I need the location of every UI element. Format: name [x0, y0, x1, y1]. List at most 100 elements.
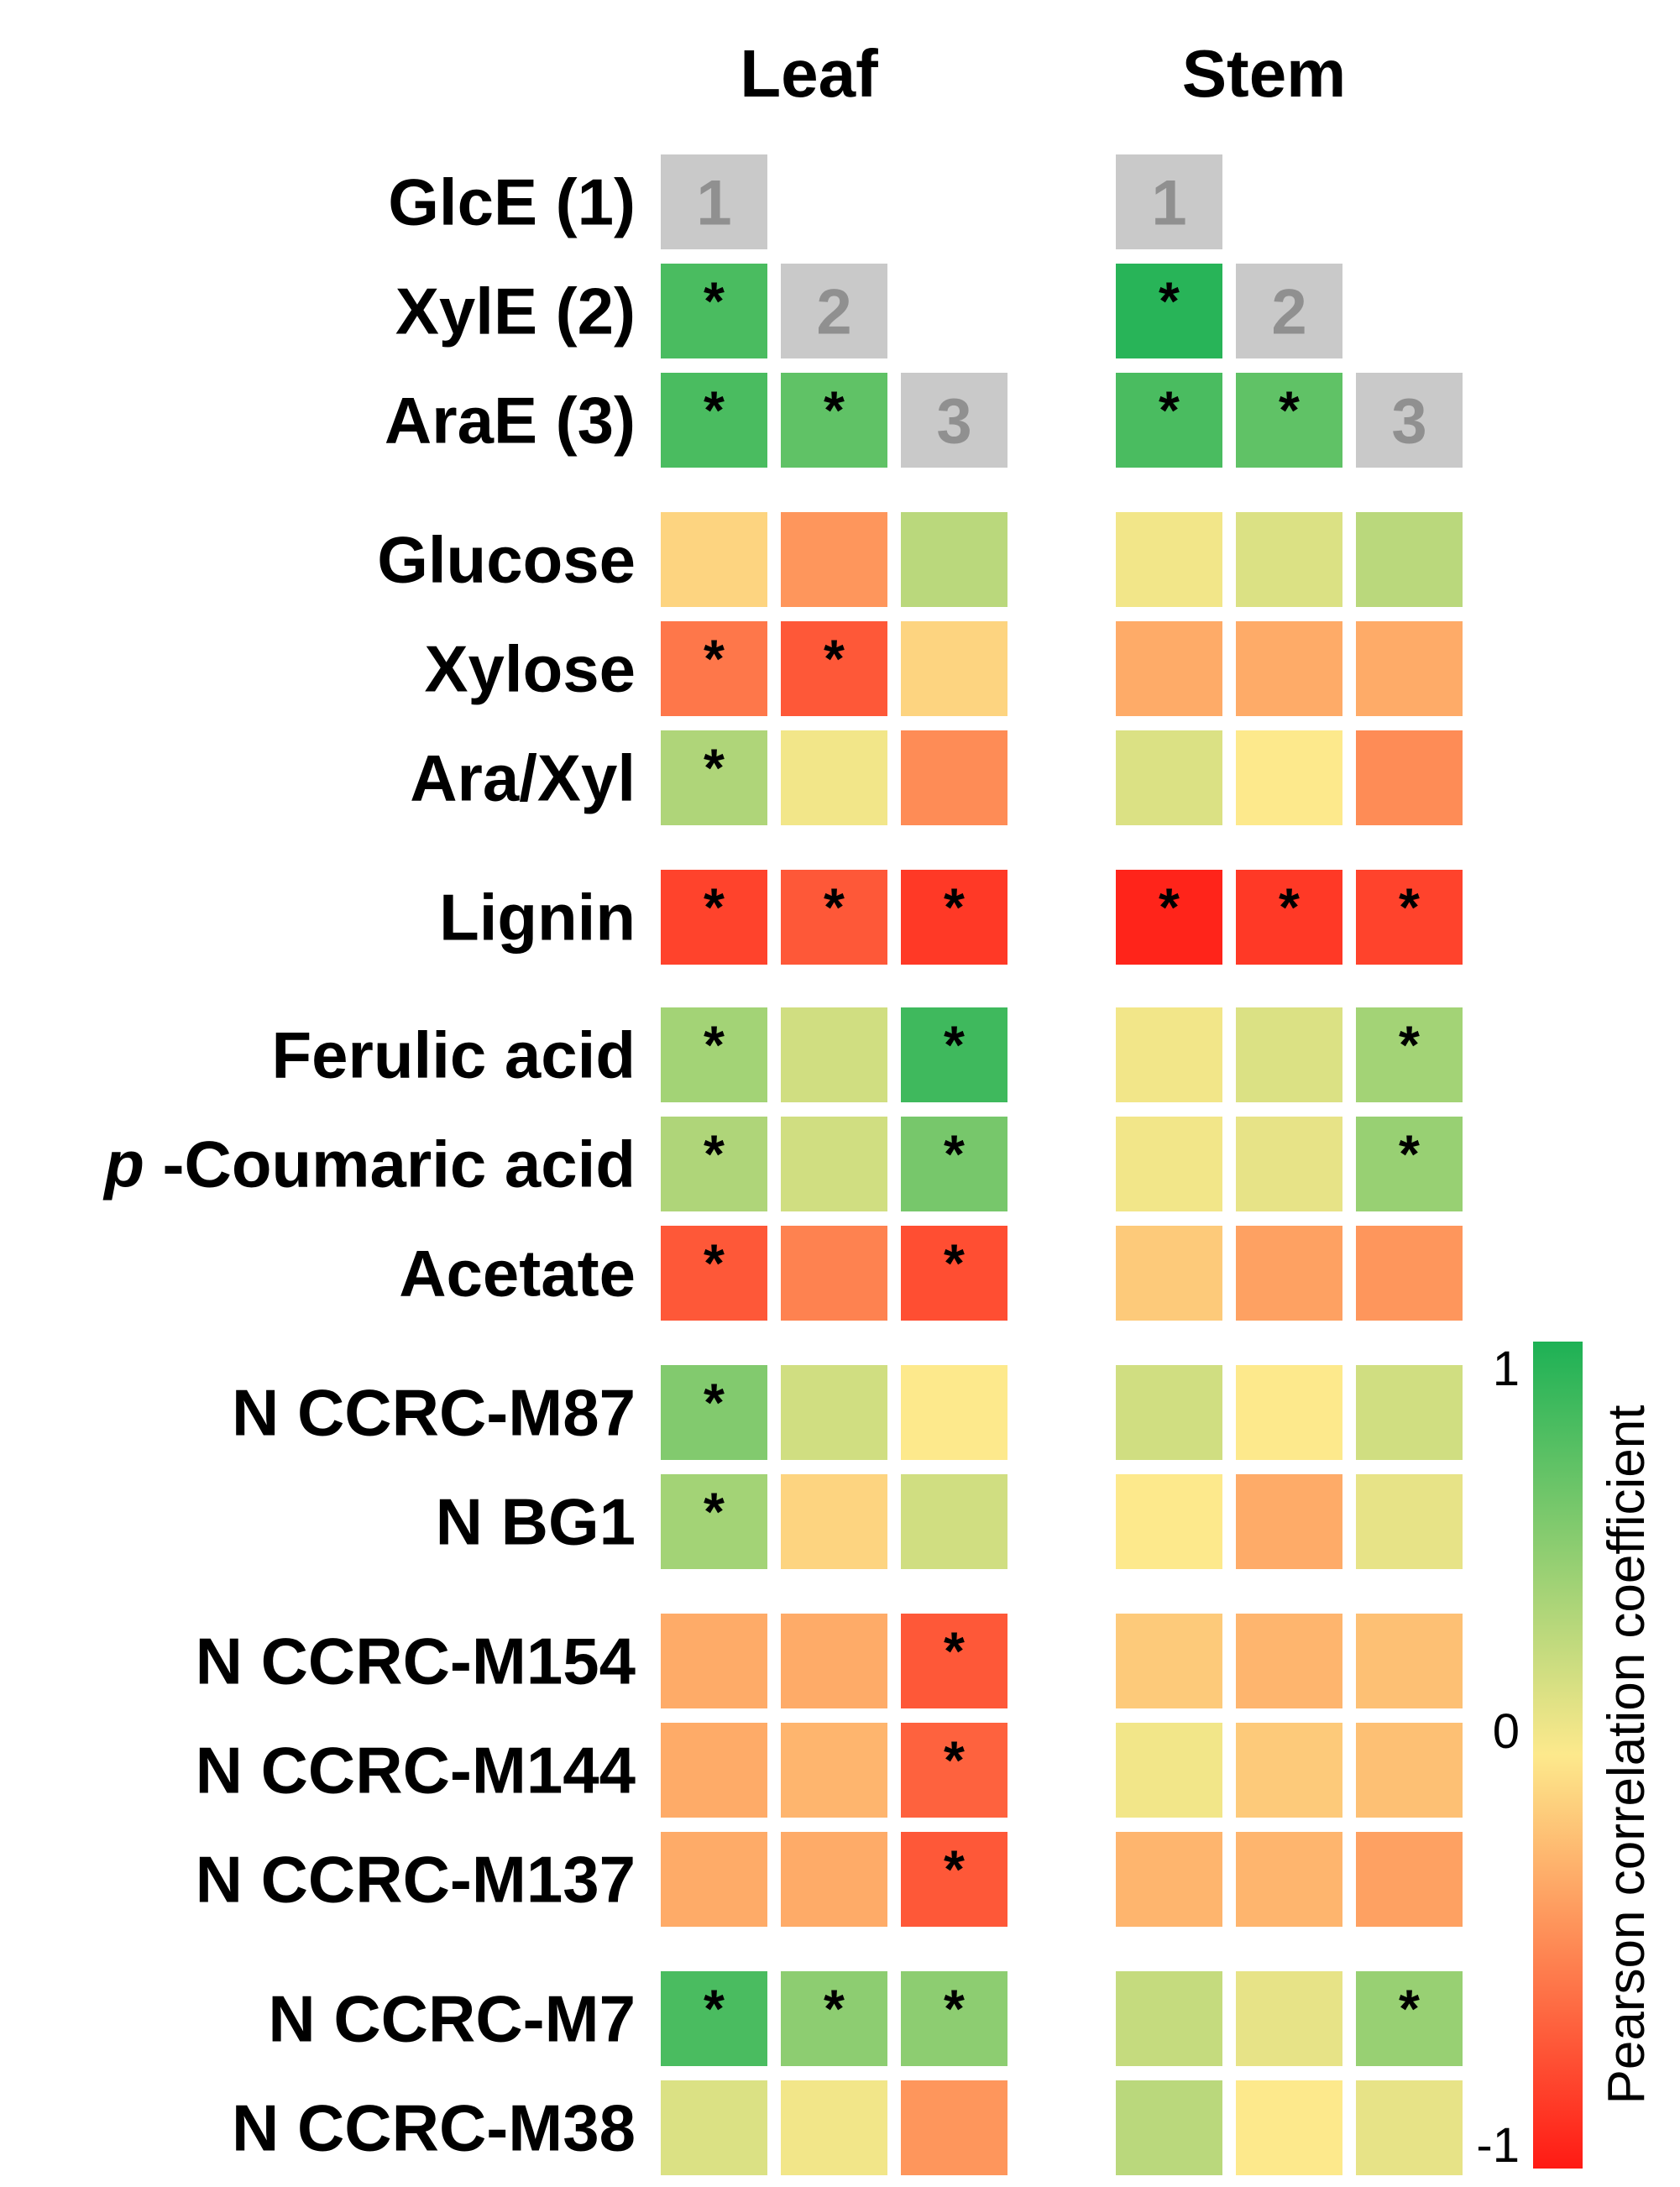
panel-title-leaf: Leaf [740, 36, 878, 111]
heatmap-cell-stem [1116, 1614, 1222, 1708]
heatmap-cell-leaf [901, 512, 1007, 607]
colorbar-tick-max: 1 [1493, 1342, 1520, 1396]
colorbar-title: Pearson correlation coefficient [1598, 1405, 1656, 2105]
heatmap-cell-stem [1236, 1117, 1342, 1211]
colorbar-tick-min: -1 [1476, 2118, 1520, 2173]
diagonal-label: 3 [936, 386, 971, 458]
row-label: N CCRC-M137 [196, 1843, 636, 1917]
heatmap-cell-stem [1116, 2080, 1222, 2175]
significance-marker: * [704, 1979, 725, 2039]
colorbar: 1 0 -1 Pearson correlation coefficient [1476, 1342, 1656, 2173]
heatmap-cell-leaf [901, 1007, 1007, 1102]
heatmap-cell-leaf [901, 870, 1007, 965]
significance-marker: * [1399, 1979, 1420, 2039]
heatmap-cell-leaf [661, 1007, 767, 1102]
significance-marker: * [704, 1482, 725, 1542]
heatmap-cell-stem [1116, 621, 1222, 716]
heatmap-cell-stem [1356, 1007, 1463, 1102]
heatmap-cell-leaf [661, 2080, 767, 2175]
heatmap-cell-leaf [901, 1365, 1007, 1460]
significance-marker: * [944, 1979, 965, 2039]
significance-marker: * [824, 380, 845, 441]
heatmap-cell-leaf [781, 1614, 887, 1708]
heatmap-cell-leaf [781, 1117, 887, 1211]
heatmap-cell-stem [1236, 1971, 1342, 2066]
diagonal-cell [901, 373, 1007, 468]
heatmap-cell-stem [1356, 1365, 1463, 1460]
significance-marker: * [944, 1839, 965, 1900]
heatmap-cell-stem [1116, 1117, 1222, 1211]
row-labels: GlcE (1) XylE (2) AraE (3) Glucose Xylose Ara… [102, 165, 636, 2165]
heatmap-cell-stem [1116, 1474, 1222, 1569]
significance-marker: * [824, 1979, 845, 2039]
heatmap-cell-stem [1116, 1723, 1222, 1818]
heatmap-cell-leaf [661, 512, 767, 607]
heatmap-cell-leaf [661, 1117, 767, 1211]
heatmap-cell-stem [1236, 1474, 1342, 1569]
heatmap-cell-leaf [781, 1474, 887, 1569]
significance-marker: * [1159, 271, 1180, 332]
diagonal-label: 1 [1151, 168, 1186, 239]
heatmap-cell-leaf [661, 373, 767, 468]
heatmap-cell-leaf [661, 730, 767, 825]
row-label-prefix: p [102, 1128, 162, 1201]
heatmap-cell-stem [1116, 1832, 1222, 1927]
colorbar-tick-mid: 0 [1493, 1704, 1520, 1759]
heatmap-cell-stem [1356, 1474, 1463, 1569]
heatmap-cell-stem [1236, 1007, 1342, 1102]
heatmap-cell-leaf [661, 621, 767, 716]
significance-marker: * [1279, 877, 1300, 938]
heatmap-cell-stem [1236, 1723, 1342, 1818]
heatmap-cell-stem [1356, 1832, 1463, 1927]
significance-marker: * [704, 629, 725, 689]
significance-marker: * [944, 1124, 965, 1185]
heatmap-cell-stem [1236, 621, 1342, 716]
heatmap-cell-leaf [901, 730, 1007, 825]
heatmap-cell-leaf [901, 1226, 1007, 1321]
row-label: N CCRC-M38 [232, 2091, 636, 2165]
heatmap-cell-stem [1356, 1117, 1463, 1211]
row-label: Ferulic acid [272, 1018, 636, 1092]
heatmap-cell-leaf [781, 1007, 887, 1102]
significance-marker: * [1279, 380, 1300, 441]
diagonal-cell [1116, 154, 1222, 249]
significance-marker: * [1159, 877, 1180, 938]
heatmap-cell-stem [1116, 870, 1222, 965]
diagonal-cell [1236, 264, 1342, 358]
panel-titles: Leaf Stem [740, 36, 1346, 111]
heatmap-cell-leaf [661, 1723, 767, 1818]
row-label: N CCRC-M7 [268, 1982, 636, 2056]
significance-marker: * [704, 271, 725, 332]
colorbar-gradient [1533, 1342, 1583, 2169]
heatmap-cell-leaf [781, 2080, 887, 2175]
row-label: N CCRC-M144 [196, 1734, 636, 1808]
heatmap-cell-stem [1356, 1614, 1463, 1708]
significance-marker: * [1399, 1015, 1420, 1075]
heatmap-cell-leaf [901, 1723, 1007, 1818]
row-label: Lignin [439, 881, 636, 955]
heatmap-cell-stem [1236, 870, 1342, 965]
row-label: Ara/Xyl [410, 741, 636, 815]
significance-marker: * [1159, 380, 1180, 441]
heatmap-cell-leaf [901, 1474, 1007, 1569]
diagonal-cell [661, 154, 767, 249]
heatmap-cell-stem [1236, 1614, 1342, 1708]
heatmap-cell-leaf [781, 1365, 887, 1460]
heatmap-cell-stem [1356, 512, 1463, 607]
row-label: N BG1 [436, 1485, 636, 1559]
heatmap-cells: 1 1 * 2 * 2 * * 3 * * 3 * * * * * * * * * * * * * * * * * * * * * * * * * * [661, 154, 1463, 2175]
row-label: Glucose [377, 523, 636, 597]
row-label: N CCRC-M154 [196, 1625, 636, 1698]
diagonal-label: 2 [1271, 277, 1306, 348]
diagonal-label: 3 [1391, 386, 1426, 458]
diagonal-label: 2 [816, 277, 851, 348]
significance-marker: * [944, 1730, 965, 1791]
heatmap-cell-leaf [781, 1971, 887, 2066]
heatmap-cell-leaf [781, 512, 887, 607]
heatmap-cell-leaf [661, 264, 767, 358]
row-label: XylE (2) [395, 275, 636, 348]
significance-marker: * [704, 1015, 725, 1075]
heatmap-cell-stem [1236, 730, 1342, 825]
row-label: Acetate [399, 1237, 636, 1311]
